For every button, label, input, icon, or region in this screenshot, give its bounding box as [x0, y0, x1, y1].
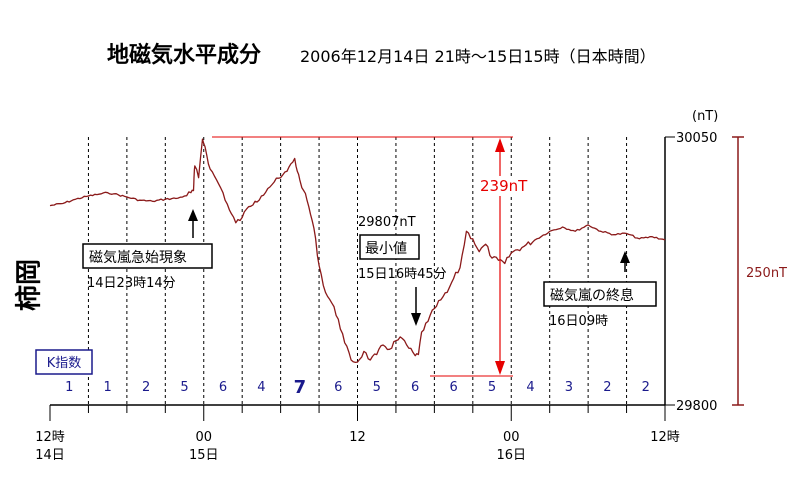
min-arrow	[411, 287, 421, 326]
x-tick-sublabel: 16日	[496, 448, 526, 463]
amplitude-label: 239nT	[480, 177, 528, 195]
k-index-value: 4	[257, 380, 265, 395]
chart-title: 地磁気水平成分	[107, 42, 261, 68]
ssc-box: 磁気嵐急始現象	[82, 243, 213, 269]
x-tick-label: 12時	[35, 430, 65, 445]
min-label: 最小値	[365, 241, 407, 257]
x-tick-label: 00	[503, 430, 520, 445]
station-label: 柿岡	[14, 259, 45, 311]
k-index-value: 2	[642, 380, 650, 395]
x-tick-sublabel: 14日	[35, 448, 65, 463]
k-index-value: 2	[603, 380, 611, 395]
ssc-arrow	[188, 209, 198, 238]
k-index-label: K指数	[47, 356, 82, 371]
end-label: 磁気嵐の終息	[550, 287, 634, 304]
range-bracket	[732, 136, 744, 406]
unit-label: (nT)	[692, 109, 718, 124]
magnetic-trace	[49, 138, 666, 364]
min-time: 15日16時45分	[358, 267, 447, 282]
end-arrow	[620, 251, 630, 272]
k-index-value: 6	[219, 380, 227, 395]
k-index-label-box: K指数	[35, 349, 93, 375]
ssc-time: 14日23時14分	[87, 276, 176, 291]
k-index-value: 5	[488, 380, 496, 395]
k-index-value: 2	[142, 380, 150, 395]
k-index-value: 6	[411, 380, 419, 395]
y-tick-label-bottom: 29800	[676, 399, 717, 414]
k-index-value: 4	[526, 380, 534, 395]
amplitude-marker	[212, 136, 528, 377]
k-index-value: 6	[334, 380, 342, 395]
k-index-row: 1 1 2 5 6 4 7 6 5 6 6 5 4 3 2 2	[65, 377, 650, 398]
x-tick-labels: 12時 14日 00 15日 12 00 16日 12時	[35, 430, 680, 463]
x-tick-label: 12時	[650, 430, 680, 445]
chart-subtitle: 2006年12月14日 21時～15日15時（日本時間）	[300, 47, 656, 66]
min-value: 29807nT	[358, 215, 416, 230]
end-time: 16日09時	[549, 314, 608, 329]
k-index-value: 3	[565, 380, 573, 395]
k-index-value: 1	[65, 380, 73, 395]
k-index-value: 1	[104, 380, 112, 395]
k-index-value: 6	[449, 380, 457, 395]
y-tick-label-top: 30050	[676, 131, 717, 146]
x-tick-marks	[49, 405, 666, 421]
x-tick-sublabel: 15日	[189, 448, 219, 463]
x-tick-label: 00	[195, 430, 212, 445]
range-label: 250nT	[746, 266, 787, 281]
k-index-value: 5	[180, 380, 188, 395]
end-box: 磁気嵐の終息	[543, 281, 657, 307]
x-tick-label: 12	[349, 430, 366, 445]
k-index-value: 7	[294, 377, 307, 398]
min-box: 最小値	[359, 234, 420, 260]
ssc-label: 磁気嵐急始現象	[89, 250, 187, 266]
k-index-value: 5	[373, 380, 381, 395]
